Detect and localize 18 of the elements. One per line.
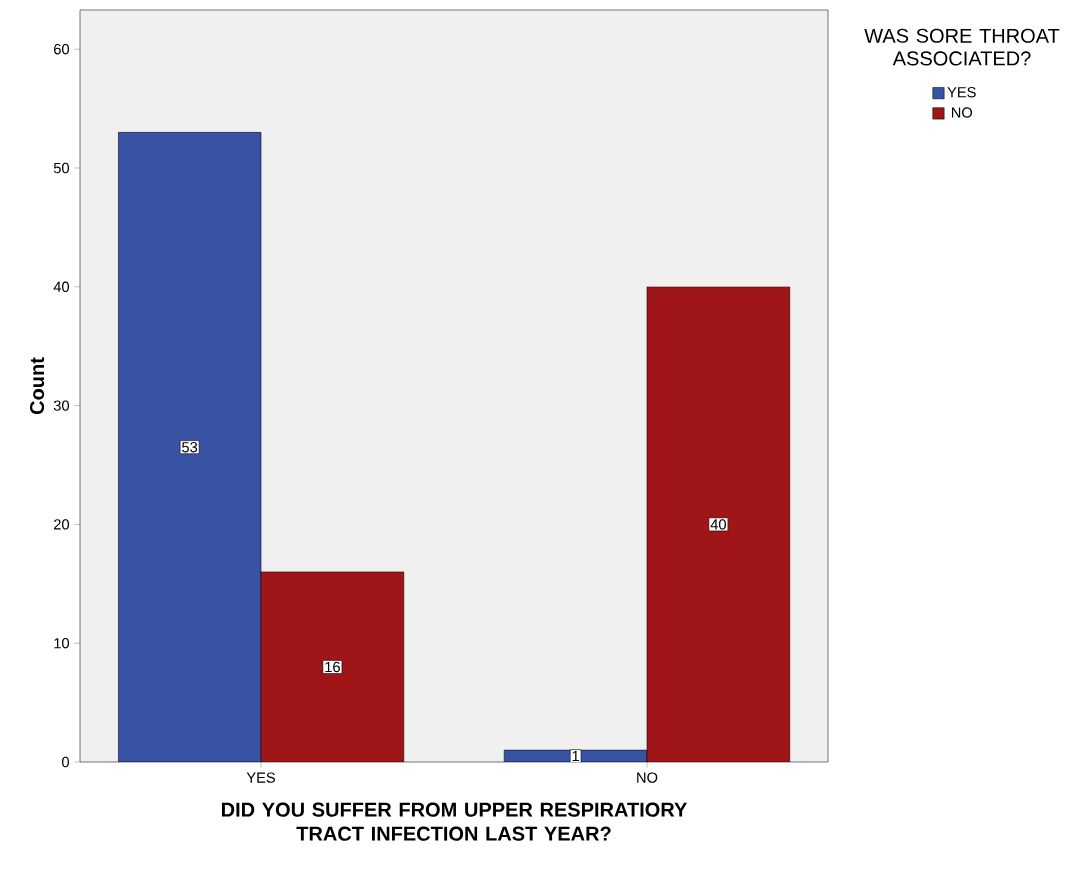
x-axis-title: DID YOU SUFFER FROM UPPER RESPIRATIORY TRACT INFECTION LAST YEAR? xyxy=(221,802,688,841)
data-label: 1 xyxy=(572,751,579,762)
legend-title: WAS SORE THROAT ASSOCIATED? xyxy=(864,28,1060,66)
y-axis-title: Count xyxy=(29,357,45,415)
data-label: 53 xyxy=(182,442,198,453)
legend-label: NO xyxy=(951,107,973,118)
y-tick-label: 0 xyxy=(62,756,70,768)
y-tick-label: 50 xyxy=(53,162,70,174)
bar xyxy=(646,286,791,762)
bar xyxy=(260,571,405,762)
data-label: 16 xyxy=(325,661,340,673)
y-tick-label: 60 xyxy=(54,44,70,55)
legend-label: YES xyxy=(947,87,976,98)
y-tick-label: 40 xyxy=(53,281,70,292)
y-tick-label: 10 xyxy=(54,638,70,649)
data-label: 40 xyxy=(710,519,726,530)
y-tick-label: 20 xyxy=(54,519,70,530)
y-tick-label: 30 xyxy=(53,400,70,411)
